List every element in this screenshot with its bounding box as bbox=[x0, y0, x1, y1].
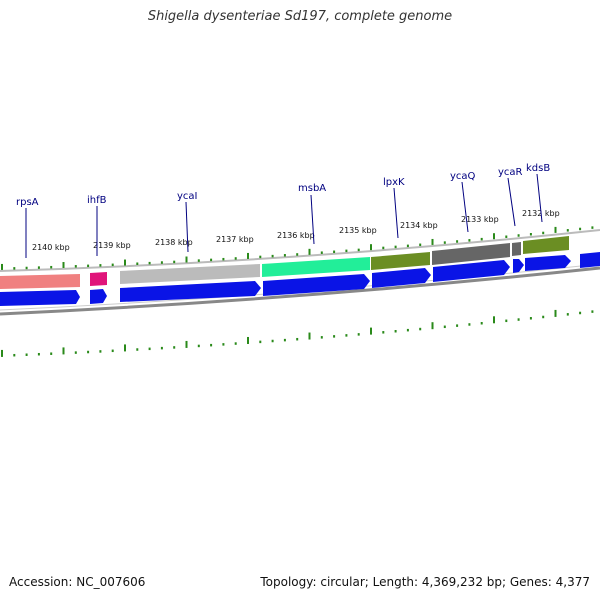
feature-rpsA bbox=[0, 274, 80, 289]
gene-label-ycaQ: ycaQ bbox=[450, 171, 476, 182]
cds-arrow bbox=[580, 252, 600, 268]
cds-track bbox=[0, 252, 600, 306]
callout-line bbox=[393, 187, 399, 239]
gene-label-ycaR: ycaR bbox=[498, 167, 523, 178]
callout-line bbox=[185, 201, 189, 253]
map-title: Shigella dysenteriae Sd197, complete gen… bbox=[147, 9, 453, 24]
feature-lpxK bbox=[371, 252, 430, 270]
accession-label: Accession: NC_007606 bbox=[9, 575, 146, 589]
scale-label: 2139 kbp bbox=[93, 241, 131, 250]
cds-arrow bbox=[120, 281, 261, 302]
callout-line bbox=[461, 181, 469, 233]
feature-ycaI bbox=[120, 264, 260, 284]
scale-label: 2135 kbp bbox=[339, 226, 377, 235]
scale-labels: 2140 kbp 2139 kbp 2138 kbp 2137 kbp 2136… bbox=[32, 209, 560, 252]
cds-arrow bbox=[90, 289, 107, 304]
cds-arrow bbox=[433, 260, 510, 282]
gene-label-rpsA: rpsA bbox=[16, 197, 39, 208]
feature-ihfB bbox=[90, 272, 107, 286]
cds-arrow bbox=[0, 290, 80, 306]
gene-track-baseline bbox=[0, 229, 600, 272]
scale-label: 2137 kbp bbox=[216, 235, 254, 244]
genome-summary: Topology: circular; Length: 4,369,232 bp… bbox=[260, 575, 590, 589]
feature-ycaR bbox=[512, 242, 521, 256]
gene-label-kdsB: kdsB bbox=[526, 163, 550, 174]
backbone-outer bbox=[0, 266, 600, 316]
cds-arrow bbox=[372, 268, 431, 288]
upper-tick-row bbox=[1, 226, 594, 270]
feature-kdsB bbox=[523, 236, 569, 254]
callout-line bbox=[310, 194, 315, 245]
cds-arrow bbox=[525, 255, 571, 271]
cds-arrow bbox=[263, 274, 370, 296]
scale-label: 2140 kbp bbox=[32, 243, 70, 252]
lower-tick-row bbox=[1, 309, 594, 357]
callout-line bbox=[536, 173, 543, 223]
feature-track bbox=[0, 236, 569, 289]
gene-label-lpxK: lpxK bbox=[383, 177, 405, 188]
feature-ycaQ bbox=[432, 243, 510, 265]
gene-label-msbA: msbA bbox=[298, 183, 326, 194]
feature-msbA bbox=[262, 257, 370, 277]
scale-label: 2134 kbp bbox=[400, 221, 438, 230]
cds-arrow bbox=[513, 259, 524, 273]
scale-label: 2138 kbp bbox=[155, 238, 193, 247]
scale-label: 2136 kbp bbox=[277, 231, 315, 240]
callout-line bbox=[507, 177, 516, 227]
gene-label-ihfB: ihfB bbox=[87, 195, 107, 206]
gene-label-ycaI: ycaI bbox=[177, 191, 198, 202]
scale-label: 2133 kbp bbox=[461, 215, 499, 224]
gene-callouts: rpsA ihfB ycaI msbA lpxK ycaQ ycaR kdsB bbox=[16, 163, 550, 258]
